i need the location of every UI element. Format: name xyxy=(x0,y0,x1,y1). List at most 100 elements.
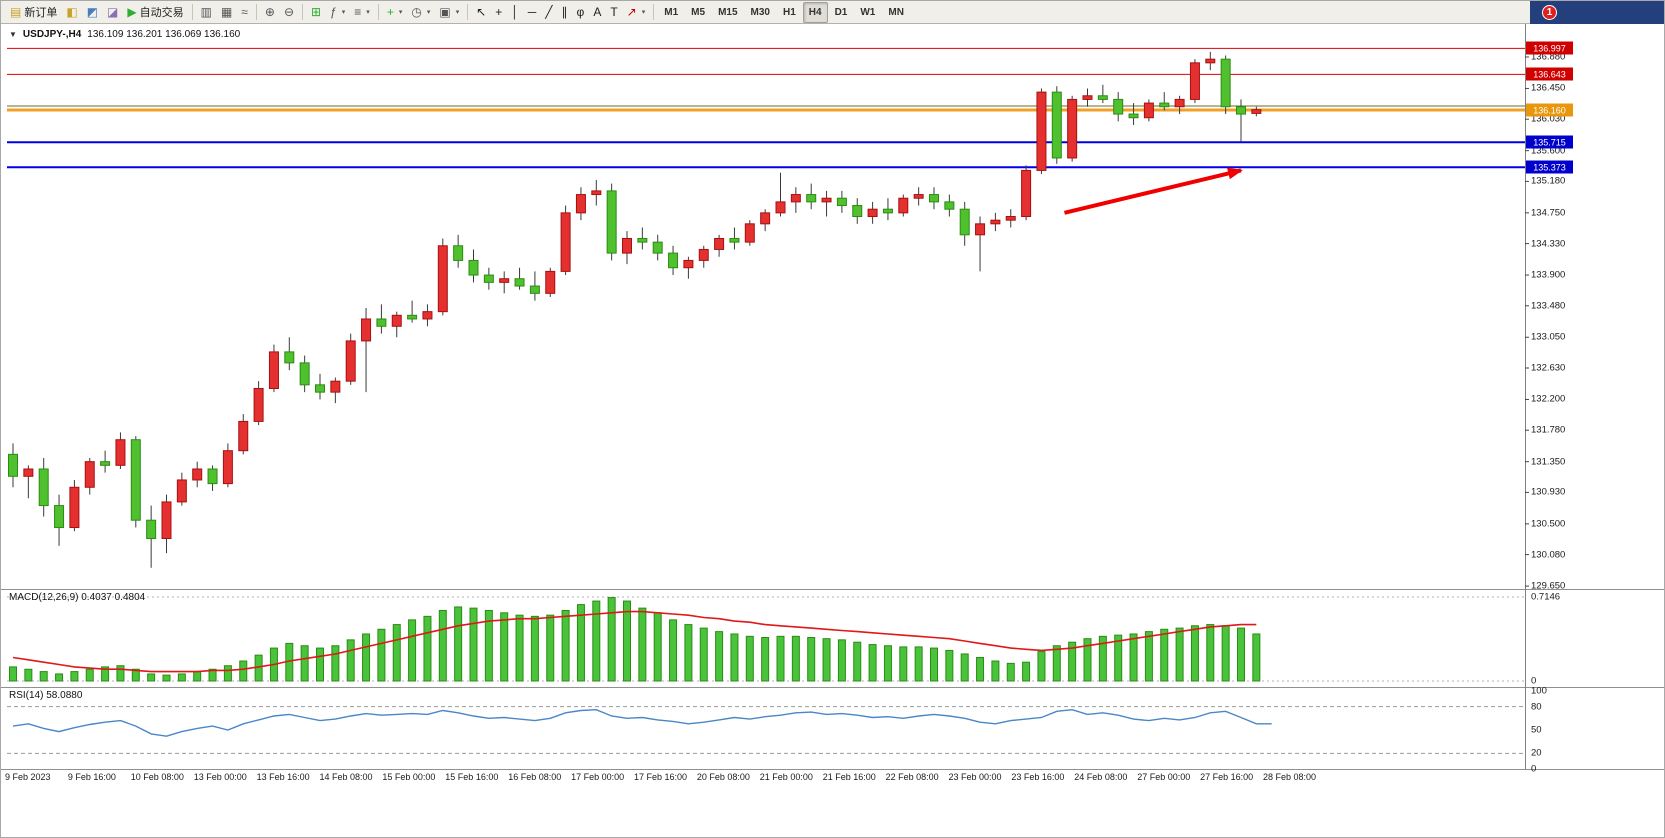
bar-chart-icon[interactable]: ▥ xyxy=(197,2,216,23)
candle-down xyxy=(1236,99,1246,142)
candle-up xyxy=(437,238,448,316)
timeframe-m15-button[interactable]: M15 xyxy=(718,6,738,18)
cursor-icon: ↖ xyxy=(476,5,487,19)
candle-up xyxy=(499,271,510,294)
cursor-icon[interactable]: ↖ xyxy=(472,2,490,23)
candle-up xyxy=(1036,88,1047,175)
trendline-icon: ╱ xyxy=(545,5,553,19)
zoom-out-icon[interactable]: ⊖ xyxy=(280,2,298,23)
candle-down xyxy=(1097,84,1108,104)
add-indicator-icon-dropdown[interactable]: ▾ xyxy=(398,9,403,16)
candle-up xyxy=(898,194,909,217)
candle-up xyxy=(330,377,341,404)
arrows-objects-icon-dropdown[interactable]: ▾ xyxy=(641,9,646,16)
candle-down xyxy=(852,198,863,224)
candle-down xyxy=(8,443,18,488)
candle-up xyxy=(975,216,986,272)
add-indicator-icon[interactable]: + ▾ xyxy=(383,2,407,23)
snapshot-icon-dropdown[interactable]: ▾ xyxy=(455,9,460,16)
templates-icon-dropdown[interactable]: ▾ xyxy=(366,9,370,16)
add-indicator-icon: + xyxy=(386,5,394,19)
candle-down xyxy=(929,187,939,210)
candle-up xyxy=(253,381,264,426)
macd-histogram xyxy=(9,597,1261,682)
tile-windows-icon[interactable]: ⊞ xyxy=(307,2,325,23)
chart-title: USDJPY-,H4 xyxy=(22,29,82,40)
candle-up xyxy=(591,179,602,206)
timeframe-m1-button[interactable]: M1 xyxy=(664,6,679,18)
notification-area: 1 xyxy=(1530,1,1664,24)
auto-trading-button-label: 自动交易 xyxy=(139,7,184,19)
toolbar-separator xyxy=(302,4,304,20)
candle-up xyxy=(1205,51,1216,71)
notification-badge[interactable]: 1 xyxy=(1542,5,1557,20)
crosshair-icon: + xyxy=(495,5,503,19)
candle-up xyxy=(744,220,755,246)
vertical-line-icon[interactable]: │ xyxy=(507,2,523,23)
auto-trading-button[interactable]: ▶ 自动交易 xyxy=(123,2,187,23)
timeframe-d1-button[interactable]: D1 xyxy=(834,6,848,18)
candle-up xyxy=(23,465,34,499)
toolbar-separator xyxy=(255,4,257,20)
candle-up xyxy=(1021,165,1032,221)
timeframe-m5-button[interactable]: M5 xyxy=(691,6,706,18)
indicators-icon[interactable]: ƒ ▾ xyxy=(326,2,349,23)
templates-icon[interactable]: ≡ ▾ xyxy=(350,2,374,23)
candle-up xyxy=(161,494,172,554)
horizontal-line-icon[interactable]: ─ xyxy=(524,2,541,23)
snapshot-icon[interactable]: ▣ ▾ xyxy=(435,2,463,23)
timeframe-m30-button[interactable]: M30 xyxy=(750,6,770,18)
candle-up xyxy=(1067,95,1078,162)
candle-down xyxy=(1113,92,1124,122)
trendline-icon[interactable]: ╱ xyxy=(541,2,556,23)
new-order-icon: ▤ xyxy=(10,5,22,19)
chart-dropdown-icon[interactable]: ▼ xyxy=(9,30,17,39)
label-icon[interactable]: T xyxy=(606,2,621,23)
candle-up xyxy=(790,187,801,213)
candle-up xyxy=(698,245,709,268)
timeframe-h1-button[interactable]: H1 xyxy=(782,6,796,18)
text-icon[interactable]: A xyxy=(589,2,605,23)
candle-up xyxy=(1005,209,1016,228)
indicators-icon-dropdown[interactable]: ▾ xyxy=(341,9,346,16)
candle-up xyxy=(422,304,433,327)
chart-profiles-icon[interactable]: ◧ xyxy=(62,2,81,23)
chart-header: ▼ USDJPY-,H4 136.109 136.201 136.069 136… xyxy=(9,29,240,40)
period-clock-icon[interactable]: ◷ ▾ xyxy=(407,2,434,23)
arrows-objects-icon[interactable]: ↗ ▾ xyxy=(623,2,650,23)
candle-down xyxy=(729,227,740,250)
channel-icon: ∥ xyxy=(561,5,568,19)
timeframe-h4-button[interactable]: H4 xyxy=(802,1,828,23)
candle-down xyxy=(130,436,141,528)
candle-down xyxy=(100,450,111,473)
channel-icon[interactable]: ∥ xyxy=(558,2,572,23)
period-clock-icon: ◷ xyxy=(411,5,422,19)
candle-down xyxy=(483,267,494,290)
timeframe-mn-button[interactable]: MN xyxy=(888,6,904,18)
timeframe-w1-button[interactable]: W1 xyxy=(860,6,876,18)
candle-down xyxy=(836,190,847,213)
bar-chart-icon: ▥ xyxy=(200,5,212,19)
candle-down xyxy=(299,355,310,393)
auto-trading-play-icon: ▶ xyxy=(127,5,137,19)
market-watch-icon[interactable]: ◩ xyxy=(83,2,102,23)
candle-down xyxy=(668,245,679,276)
toolbar-separator xyxy=(377,4,379,20)
crosshair-icon[interactable]: + xyxy=(491,2,506,23)
candle-down xyxy=(1220,55,1231,115)
candle-down xyxy=(637,227,648,250)
toolbar-separator xyxy=(467,4,469,20)
zoom-in-icon[interactable]: ⊕ xyxy=(261,2,279,23)
candle-up xyxy=(913,187,924,206)
fibonacci-icon[interactable]: φ xyxy=(573,2,589,23)
new-order-button[interactable]: ▤ 新订单 xyxy=(6,2,61,23)
candle-down xyxy=(54,494,65,546)
candlestick-chart-icon[interactable]: ▦ xyxy=(217,2,236,23)
period-clock-icon-dropdown[interactable]: ▾ xyxy=(426,9,431,16)
candle-down xyxy=(882,198,893,221)
strategy-navigator-icon[interactable]: ◪ xyxy=(103,2,122,23)
trend-arrow[interactable] xyxy=(1064,167,1243,215)
candle-up xyxy=(760,209,771,232)
macd-signal-line xyxy=(12,610,1257,673)
line-chart-icon[interactable]: ≈ xyxy=(237,2,252,23)
